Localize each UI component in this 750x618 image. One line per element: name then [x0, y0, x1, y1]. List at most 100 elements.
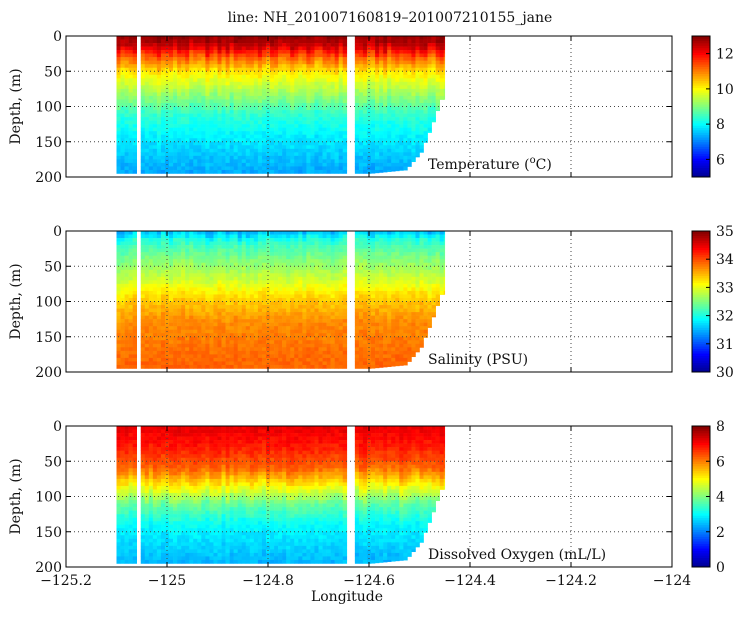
data-cell [366, 141, 372, 146]
data-cell [213, 361, 218, 366]
data-cell [265, 308, 271, 313]
data-cell [282, 95, 287, 100]
data-cell [338, 141, 344, 146]
data-cell [144, 297, 150, 302]
data-cell [302, 50, 307, 54]
data-cell [270, 113, 275, 118]
data-cell [221, 134, 226, 139]
data-cell [225, 269, 230, 274]
data-cell [245, 39, 251, 44]
data-cell [173, 326, 178, 330]
data-cell [128, 273, 133, 278]
data-cell [415, 92, 420, 97]
data-cell [342, 99, 348, 104]
data-cell [241, 319, 247, 323]
data-cell [257, 159, 263, 164]
data-cell [173, 162, 178, 167]
data-cell [278, 60, 283, 65]
data-cell [205, 152, 210, 157]
data-cell [233, 245, 238, 249]
data-cell [261, 308, 267, 313]
data-cell [358, 67, 364, 72]
data-cell [201, 255, 206, 260]
data-cell [265, 53, 271, 58]
data-cell [282, 231, 287, 235]
data-cell [407, 85, 412, 90]
data-cell [209, 262, 214, 267]
data-cell [395, 39, 400, 44]
data-cell [399, 113, 404, 118]
data-cell [265, 117, 271, 121]
data-cell [383, 162, 388, 167]
data-cell [322, 53, 327, 58]
data-cell [294, 67, 299, 72]
data-cell [181, 127, 186, 132]
data-cell [294, 336, 299, 341]
data-cell [169, 152, 174, 157]
data-cell [379, 64, 384, 69]
data-cell [274, 74, 279, 79]
data-cell [278, 71, 283, 76]
data-cell [169, 347, 174, 352]
data-cell [120, 127, 125, 132]
data-cell [282, 145, 287, 150]
data-cell [148, 248, 154, 253]
data-cell [132, 305, 137, 309]
data-cell [217, 138, 222, 143]
data-cell [124, 336, 129, 341]
data-cell [229, 350, 234, 355]
data-cell [274, 343, 279, 348]
data-cell [193, 106, 198, 111]
data-cell [391, 117, 396, 121]
data-cell [177, 53, 182, 58]
data-cell [274, 312, 279, 316]
data-cell [120, 315, 125, 320]
data-cell [265, 169, 271, 174]
data-cell [225, 43, 230, 47]
data-cell [387, 159, 392, 164]
data-cell [185, 166, 190, 171]
data-cell [189, 53, 194, 58]
data-cell [185, 266, 190, 271]
data-cell [334, 46, 339, 51]
data-cell [237, 60, 243, 65]
data-cell [257, 148, 263, 153]
data-cell [185, 234, 190, 239]
data-cell [140, 252, 146, 256]
data-cell [116, 283, 121, 288]
data-cell [124, 117, 129, 121]
data-cell [237, 85, 243, 90]
data-cell [314, 102, 319, 107]
data-cell [116, 169, 121, 174]
data-cell [229, 110, 234, 114]
data-cell [156, 106, 162, 111]
data-cell [233, 138, 238, 143]
data-cell [209, 241, 214, 246]
data-cell [148, 322, 154, 327]
data-cell [193, 294, 198, 299]
data-cell [160, 113, 166, 118]
data-cell [306, 361, 311, 366]
colorbar-segment [692, 87, 710, 91]
data-cell [257, 255, 263, 260]
data-cell [189, 326, 194, 330]
data-cell [391, 124, 396, 128]
data-cell [274, 255, 279, 260]
data-cell [411, 81, 416, 86]
data-cell [245, 312, 251, 316]
data-cell [282, 81, 287, 86]
data-cell [330, 141, 335, 146]
data-cell [270, 294, 275, 299]
data-cell [298, 92, 303, 97]
data-cell [265, 159, 271, 164]
data-cell [326, 106, 331, 111]
data-cell [177, 110, 182, 114]
data-cell [209, 64, 214, 69]
data-cell [358, 81, 364, 86]
data-cell [415, 131, 420, 135]
data-cell [205, 74, 210, 79]
data-cell [282, 113, 287, 118]
data-cell [185, 81, 190, 86]
data-cell [160, 57, 166, 61]
data-cell [217, 255, 222, 260]
